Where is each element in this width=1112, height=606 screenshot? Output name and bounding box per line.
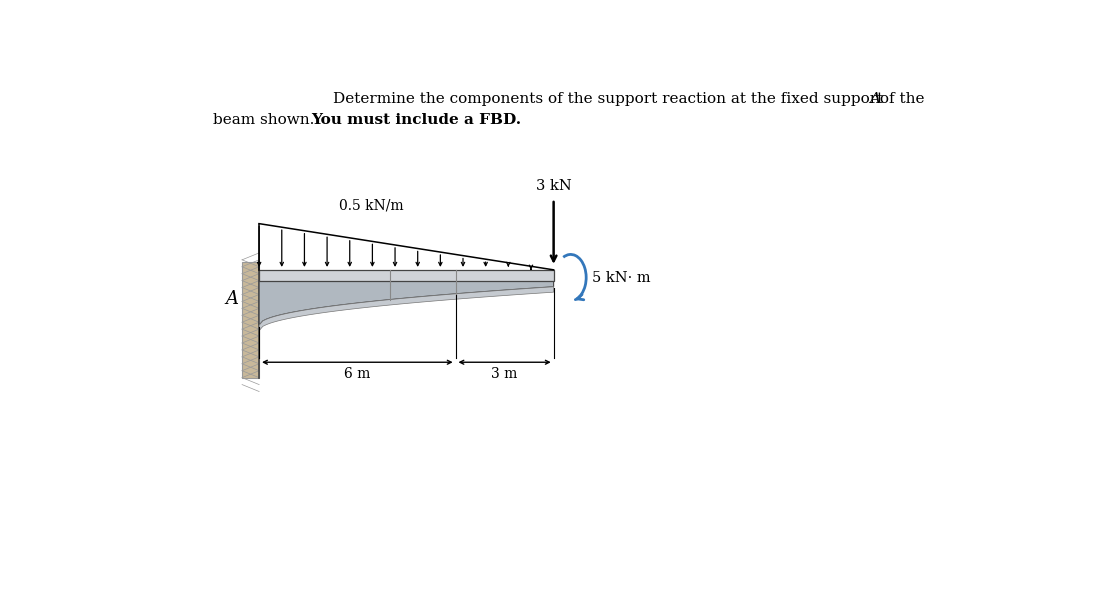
- Polygon shape: [259, 287, 554, 331]
- Text: 3 kN: 3 kN: [536, 179, 572, 193]
- Text: 5 kN· m: 5 kN· m: [593, 270, 651, 285]
- Text: You must include a FBD.: You must include a FBD.: [311, 113, 522, 127]
- Text: Determine the components of the support reaction at the fixed support: Determine the components of the support …: [332, 92, 887, 106]
- Text: of the: of the: [875, 92, 925, 106]
- Text: A: A: [868, 92, 880, 106]
- Text: A: A: [226, 290, 238, 308]
- Polygon shape: [259, 281, 554, 325]
- Text: 0.5 kN/m: 0.5 kN/m: [339, 198, 404, 212]
- Polygon shape: [259, 270, 554, 281]
- Text: 3 m: 3 m: [492, 367, 518, 381]
- Polygon shape: [242, 262, 259, 378]
- Text: 6 m: 6 m: [344, 367, 370, 381]
- Text: beam shown.: beam shown.: [212, 113, 319, 127]
